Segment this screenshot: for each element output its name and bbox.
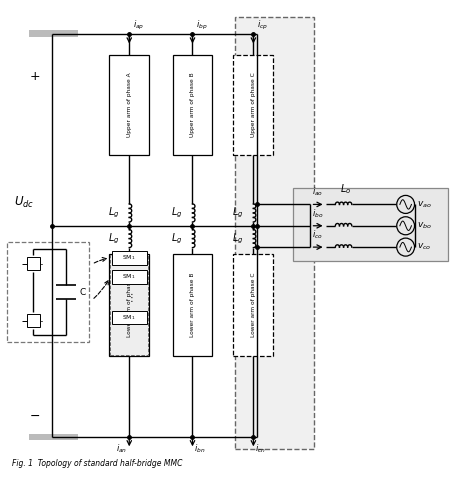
Text: $L_g$: $L_g$	[171, 231, 183, 246]
Bar	[234, 254, 273, 356]
Text: $L_g$: $L_g$	[171, 206, 183, 220]
Text: $i_{bn}$: $i_{bn}$	[194, 443, 206, 455]
Text: $v_{co}$: $v_{co}$	[417, 242, 432, 252]
Text: Lower arm of phase C: Lower arm of phase C	[251, 273, 256, 337]
Bar	[8, 242, 90, 342]
Bar	[27, 257, 40, 270]
Bar	[112, 311, 147, 324]
Text: +: +	[29, 70, 40, 83]
Bar	[112, 252, 147, 264]
Text: $\mathrm{SM}_1$: $\mathrm{SM}_1$	[122, 273, 136, 281]
Bar	[173, 254, 212, 356]
Text: Upper arm of phase B: Upper arm of phase B	[190, 72, 195, 137]
Text: $i_{ap}$: $i_{ap}$	[133, 19, 145, 32]
Text: $i_{bo}$: $i_{bo}$	[312, 207, 324, 219]
Bar	[235, 17, 314, 449]
Bar	[28, 433, 78, 440]
Text: Upper arm of phase C: Upper arm of phase C	[251, 72, 256, 137]
Text: $i_{ao}$: $i_{ao}$	[312, 186, 324, 198]
Bar	[27, 314, 40, 327]
Text: $i_{an}$: $i_{an}$	[116, 443, 127, 455]
Bar	[293, 188, 448, 261]
Bar	[28, 30, 78, 37]
Text: $i_{bp}$: $i_{bp}$	[196, 19, 208, 32]
Text: Upper arm of phase A: Upper arm of phase A	[127, 72, 132, 137]
Text: $L_g$: $L_g$	[232, 206, 244, 220]
Text: $i_{cn}$: $i_{cn}$	[255, 443, 266, 455]
Text: $-$: $-$	[29, 409, 40, 422]
Bar	[110, 255, 148, 355]
Bar	[234, 55, 273, 155]
Text: $i_{cp}$: $i_{cp}$	[257, 19, 268, 32]
Text: $v_{bo}$: $v_{bo}$	[417, 220, 432, 231]
Text: $\vdots$: $\vdots$	[126, 291, 133, 304]
Bar	[109, 254, 149, 356]
Bar	[109, 55, 149, 155]
Text: $L_g$: $L_g$	[232, 231, 244, 246]
Text: Lower arm of phase A: Lower arm of phase A	[127, 273, 132, 337]
Bar	[173, 55, 212, 155]
Text: $L_g$: $L_g$	[108, 206, 119, 220]
Text: $U_{dc}$: $U_{dc}$	[14, 194, 34, 210]
Text: $\mathrm{SM}_1$: $\mathrm{SM}_1$	[122, 253, 136, 263]
Text: C: C	[79, 288, 85, 297]
Text: $i_{co}$: $i_{co}$	[312, 228, 323, 241]
Text: $v_{ao}$: $v_{ao}$	[417, 199, 432, 210]
Text: Fig. 1  Topology of standard half-bridge MMC: Fig. 1 Topology of standard half-bridge …	[12, 459, 182, 468]
Text: Lower arm of phase B: Lower arm of phase B	[190, 273, 195, 337]
Text: $L_o$: $L_o$	[340, 182, 352, 196]
Text: $L_g$: $L_g$	[108, 231, 119, 246]
Bar	[112, 270, 147, 284]
Text: $\mathrm{SM}_1$: $\mathrm{SM}_1$	[122, 313, 136, 322]
